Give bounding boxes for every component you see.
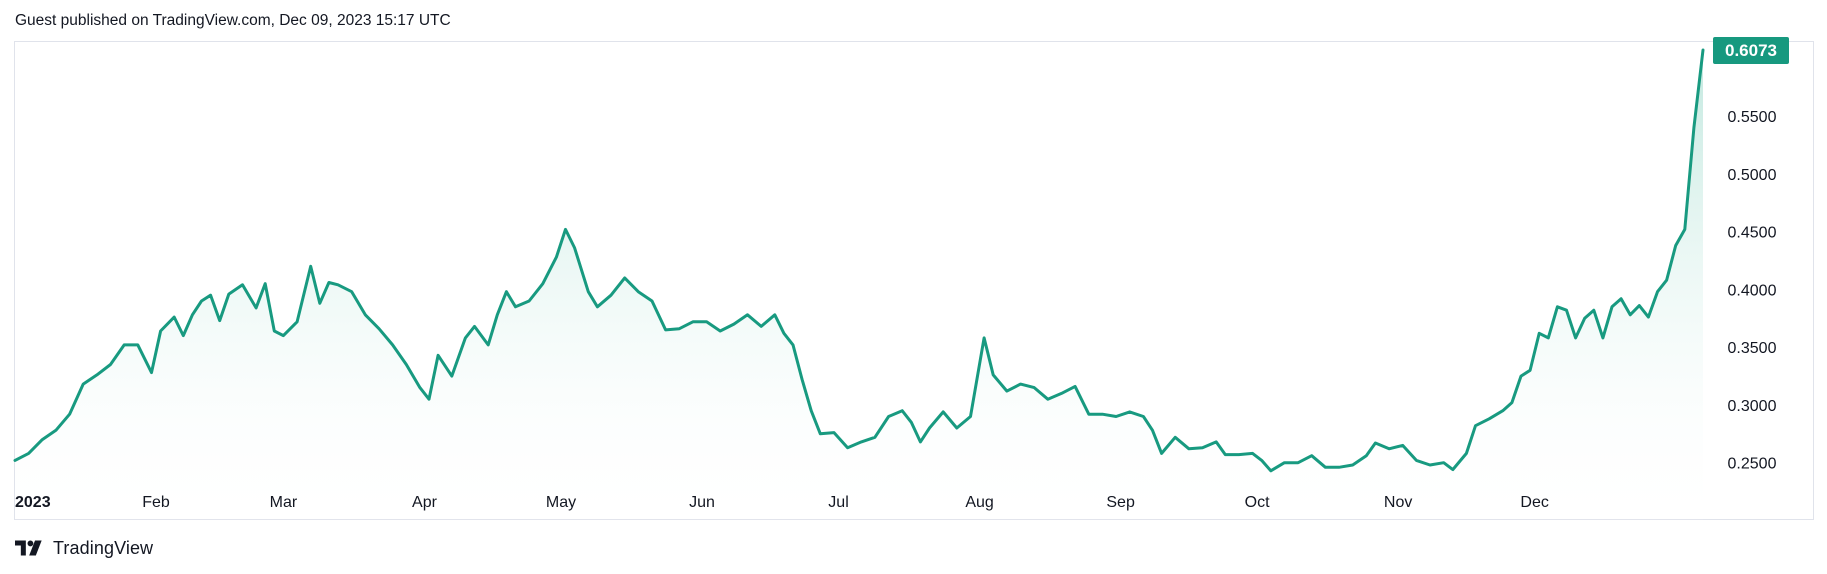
- y-tick-label: 0.5000: [1728, 167, 1777, 184]
- last-price-label: 0.6073: [1725, 41, 1777, 60]
- x-tick-label: May: [546, 494, 576, 511]
- y-tick-label: 0.4500: [1728, 225, 1777, 242]
- price-axis: 0.2500 0.3000 0.3500 0.4000 0.4500 0.5000 0.55…: [1728, 109, 1777, 472]
- y-tick-label: 0.2500: [1728, 456, 1777, 473]
- tradingview-logo-icon: [15, 540, 42, 556]
- x-tick-label: Jul: [828, 494, 848, 511]
- y-tick-label: 0.3500: [1728, 340, 1777, 357]
- time-axis: 2023 Feb Mar Apr May Jun Jul Aug Sep Oct Nov Dec: [15, 494, 1549, 511]
- area-fill: [15, 50, 1703, 521]
- x-tick-label: 2023: [15, 494, 51, 511]
- price-line: [13, 48, 1705, 473]
- tradingview-brand[interactable]: TradingView: [15, 535, 153, 561]
- last-price-badge-bg: [1713, 37, 1789, 65]
- x-tick-label: Oct: [1245, 494, 1270, 511]
- x-tick-label: Mar: [270, 494, 298, 511]
- x-tick-label: Feb: [142, 494, 170, 511]
- last-price-badge: 0.6073: [1713, 37, 1789, 65]
- x-tick-label: Nov: [1384, 494, 1412, 511]
- tradingview-brand-text: TradingView: [53, 537, 154, 558]
- x-tick-label: Apr: [412, 494, 438, 511]
- x-tick-label: Sep: [1106, 494, 1135, 511]
- published-caption: Guest published on TradingView.com, Dec …: [15, 12, 451, 29]
- y-tick-label: 0.5500: [1728, 109, 1777, 126]
- y-tick-label: 0.3000: [1728, 398, 1777, 415]
- x-tick-label: Aug: [965, 494, 993, 511]
- x-tick-label: Dec: [1520, 494, 1548, 511]
- y-tick-label: 0.4000: [1728, 282, 1777, 299]
- x-tick-label: Jun: [689, 494, 715, 511]
